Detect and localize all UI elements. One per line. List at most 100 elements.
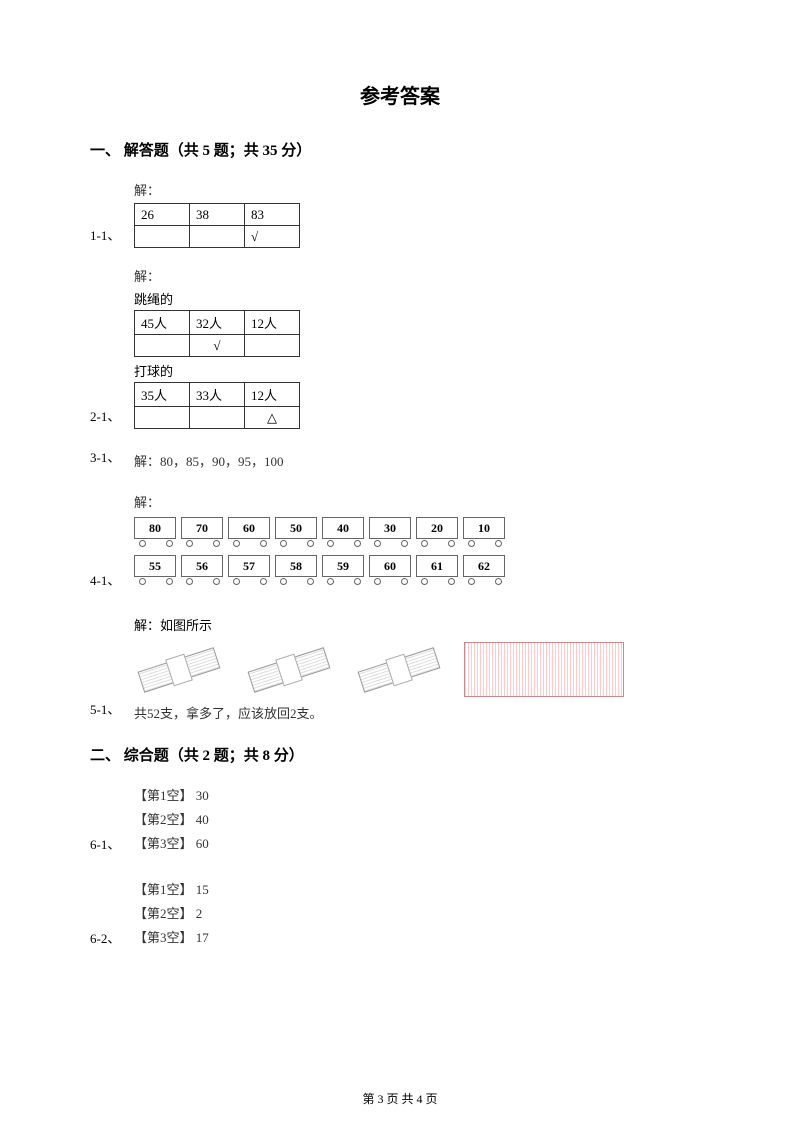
table-cell: √ bbox=[190, 335, 245, 357]
table-cell: 35人 bbox=[135, 383, 190, 407]
wheels bbox=[275, 578, 319, 585]
q6-1-content: 【第1空】 30 【第2空】 40 【第3空】 60 bbox=[134, 785, 209, 857]
train-value: 61 bbox=[416, 555, 458, 577]
train-car: 80 bbox=[134, 517, 178, 547]
q6-2-number: 6-2、 bbox=[90, 928, 134, 951]
wheels bbox=[134, 578, 178, 585]
table-cell: 33人 bbox=[190, 383, 245, 407]
pencil-bundle bbox=[354, 647, 444, 692]
q5-content: 解：如图所示 共52支，拿多了，应该放回2支。 bbox=[134, 615, 710, 722]
q2-content: 解： 跳绳的 45人 32人 12人 √ 打球的 35人 33人 12人 bbox=[134, 266, 710, 429]
train-car: 10 bbox=[463, 517, 507, 547]
wheels bbox=[322, 540, 366, 547]
table-cell: 45人 bbox=[135, 311, 190, 335]
wheels bbox=[369, 578, 413, 585]
q4-label: 解： bbox=[134, 492, 710, 511]
wheels bbox=[228, 578, 272, 585]
table-cell bbox=[190, 407, 245, 429]
q2-table2: 35人 33人 12人 △ bbox=[134, 382, 300, 429]
train-car: 60 bbox=[228, 517, 272, 547]
wheels bbox=[369, 540, 413, 547]
answer-q5: 5-1、 解：如图所示 共52支，拿多了，应该放回2支。 bbox=[90, 615, 710, 722]
wheels bbox=[181, 578, 225, 585]
train-car: 70 bbox=[181, 517, 225, 547]
page-footer: 第 3 页 共 4 页 bbox=[0, 1090, 800, 1107]
wheels bbox=[416, 578, 460, 585]
blank-line: 【第1空】 30 bbox=[134, 785, 209, 804]
train-value: 50 bbox=[275, 517, 317, 539]
train-car: 62 bbox=[463, 555, 507, 585]
train-car: 58 bbox=[275, 555, 319, 585]
table-cell: △ bbox=[245, 407, 300, 429]
answer-q2: 2-1、 解： 跳绳的 45人 32人 12人 √ 打球的 35人 33人 12… bbox=[90, 266, 710, 429]
answer-q3: 3-1、 解：80，85，90，95，100 bbox=[90, 447, 710, 470]
q2-t2-label: 打球的 bbox=[134, 361, 710, 380]
table-cell: 83 bbox=[245, 204, 300, 226]
train-car: 61 bbox=[416, 555, 460, 585]
wheels bbox=[463, 540, 507, 547]
train-car: 30 bbox=[369, 517, 413, 547]
train-value: 30 bbox=[369, 517, 411, 539]
section1-header: 一、 解答题（共 5 题；共 35 分） bbox=[90, 139, 710, 160]
train-value: 80 bbox=[134, 517, 176, 539]
page-title: 参考答案 bbox=[90, 80, 710, 109]
q1-content: 解： 26 38 83 √ bbox=[134, 180, 710, 248]
wheels bbox=[322, 578, 366, 585]
train-value: 59 bbox=[322, 555, 364, 577]
train-car: 59 bbox=[322, 555, 366, 585]
train-car: 40 bbox=[322, 517, 366, 547]
table-cell: √ bbox=[245, 226, 300, 248]
wheels bbox=[416, 540, 460, 547]
train-car: 56 bbox=[181, 555, 225, 585]
q2-t1-label: 跳绳的 bbox=[134, 289, 710, 308]
answer-q6-2: 6-2、 【第1空】 15 【第2空】 2 【第3空】 17 bbox=[90, 879, 710, 951]
train-value: 55 bbox=[134, 555, 176, 577]
section2-header: 二、 综合题（共 2 题；共 8 分） bbox=[90, 744, 710, 765]
q5-number: 5-1、 bbox=[90, 699, 134, 722]
grid-box bbox=[464, 642, 624, 697]
table-cell: 32人 bbox=[190, 311, 245, 335]
train-value: 60 bbox=[369, 555, 411, 577]
train-value: 20 bbox=[416, 517, 458, 539]
train-value: 40 bbox=[322, 517, 364, 539]
blank-line: 【第1空】 15 bbox=[134, 879, 209, 898]
q1-table: 26 38 83 √ bbox=[134, 203, 300, 248]
q1-label: 解： bbox=[134, 180, 710, 199]
train-row-1: 8070605040302010 bbox=[134, 517, 710, 547]
train-value: 58 bbox=[275, 555, 317, 577]
wheels bbox=[463, 578, 507, 585]
q2-label: 解： bbox=[134, 266, 710, 285]
answer-q6-1: 6-1、 【第1空】 30 【第2空】 40 【第3空】 60 bbox=[90, 785, 710, 857]
wheels bbox=[134, 540, 178, 547]
q4-content: 解： 8070605040302010 5556575859606162 bbox=[134, 492, 710, 593]
blank-line: 【第2空】 2 bbox=[134, 903, 209, 922]
blank-line: 【第2空】 40 bbox=[134, 809, 209, 828]
q1-number: 1-1、 bbox=[90, 225, 134, 248]
train-car: 20 bbox=[416, 517, 460, 547]
train-value: 57 bbox=[228, 555, 270, 577]
q3-text: 解：80，85，90，95，100 bbox=[134, 451, 284, 470]
table-cell bbox=[245, 335, 300, 357]
train-car: 55 bbox=[134, 555, 178, 585]
wheels bbox=[275, 540, 319, 547]
table-cell bbox=[135, 335, 190, 357]
table-cell: 26 bbox=[135, 204, 190, 226]
wheels bbox=[181, 540, 225, 547]
train-value: 62 bbox=[463, 555, 505, 577]
table-cell bbox=[190, 226, 245, 248]
pencil-bundle bbox=[244, 647, 334, 692]
q4-number: 4-1、 bbox=[90, 570, 134, 593]
blank-line: 【第3空】 17 bbox=[134, 927, 209, 946]
answer-q4: 4-1、 解： 8070605040302010 555657585960616… bbox=[90, 492, 710, 593]
q5-text: 共52支，拿多了，应该放回2支。 bbox=[134, 703, 710, 722]
train-value: 70 bbox=[181, 517, 223, 539]
table-cell: 38 bbox=[190, 204, 245, 226]
table-cell: 12人 bbox=[245, 383, 300, 407]
q5-label: 解：如图所示 bbox=[134, 615, 710, 634]
pencil-bundle bbox=[134, 647, 224, 692]
train-row-2: 5556575859606162 bbox=[134, 555, 710, 585]
q2-table1: 45人 32人 12人 √ bbox=[134, 310, 300, 357]
q6-1-number: 6-1、 bbox=[90, 834, 134, 857]
blank-line: 【第3空】 60 bbox=[134, 833, 209, 852]
table-cell bbox=[135, 407, 190, 429]
